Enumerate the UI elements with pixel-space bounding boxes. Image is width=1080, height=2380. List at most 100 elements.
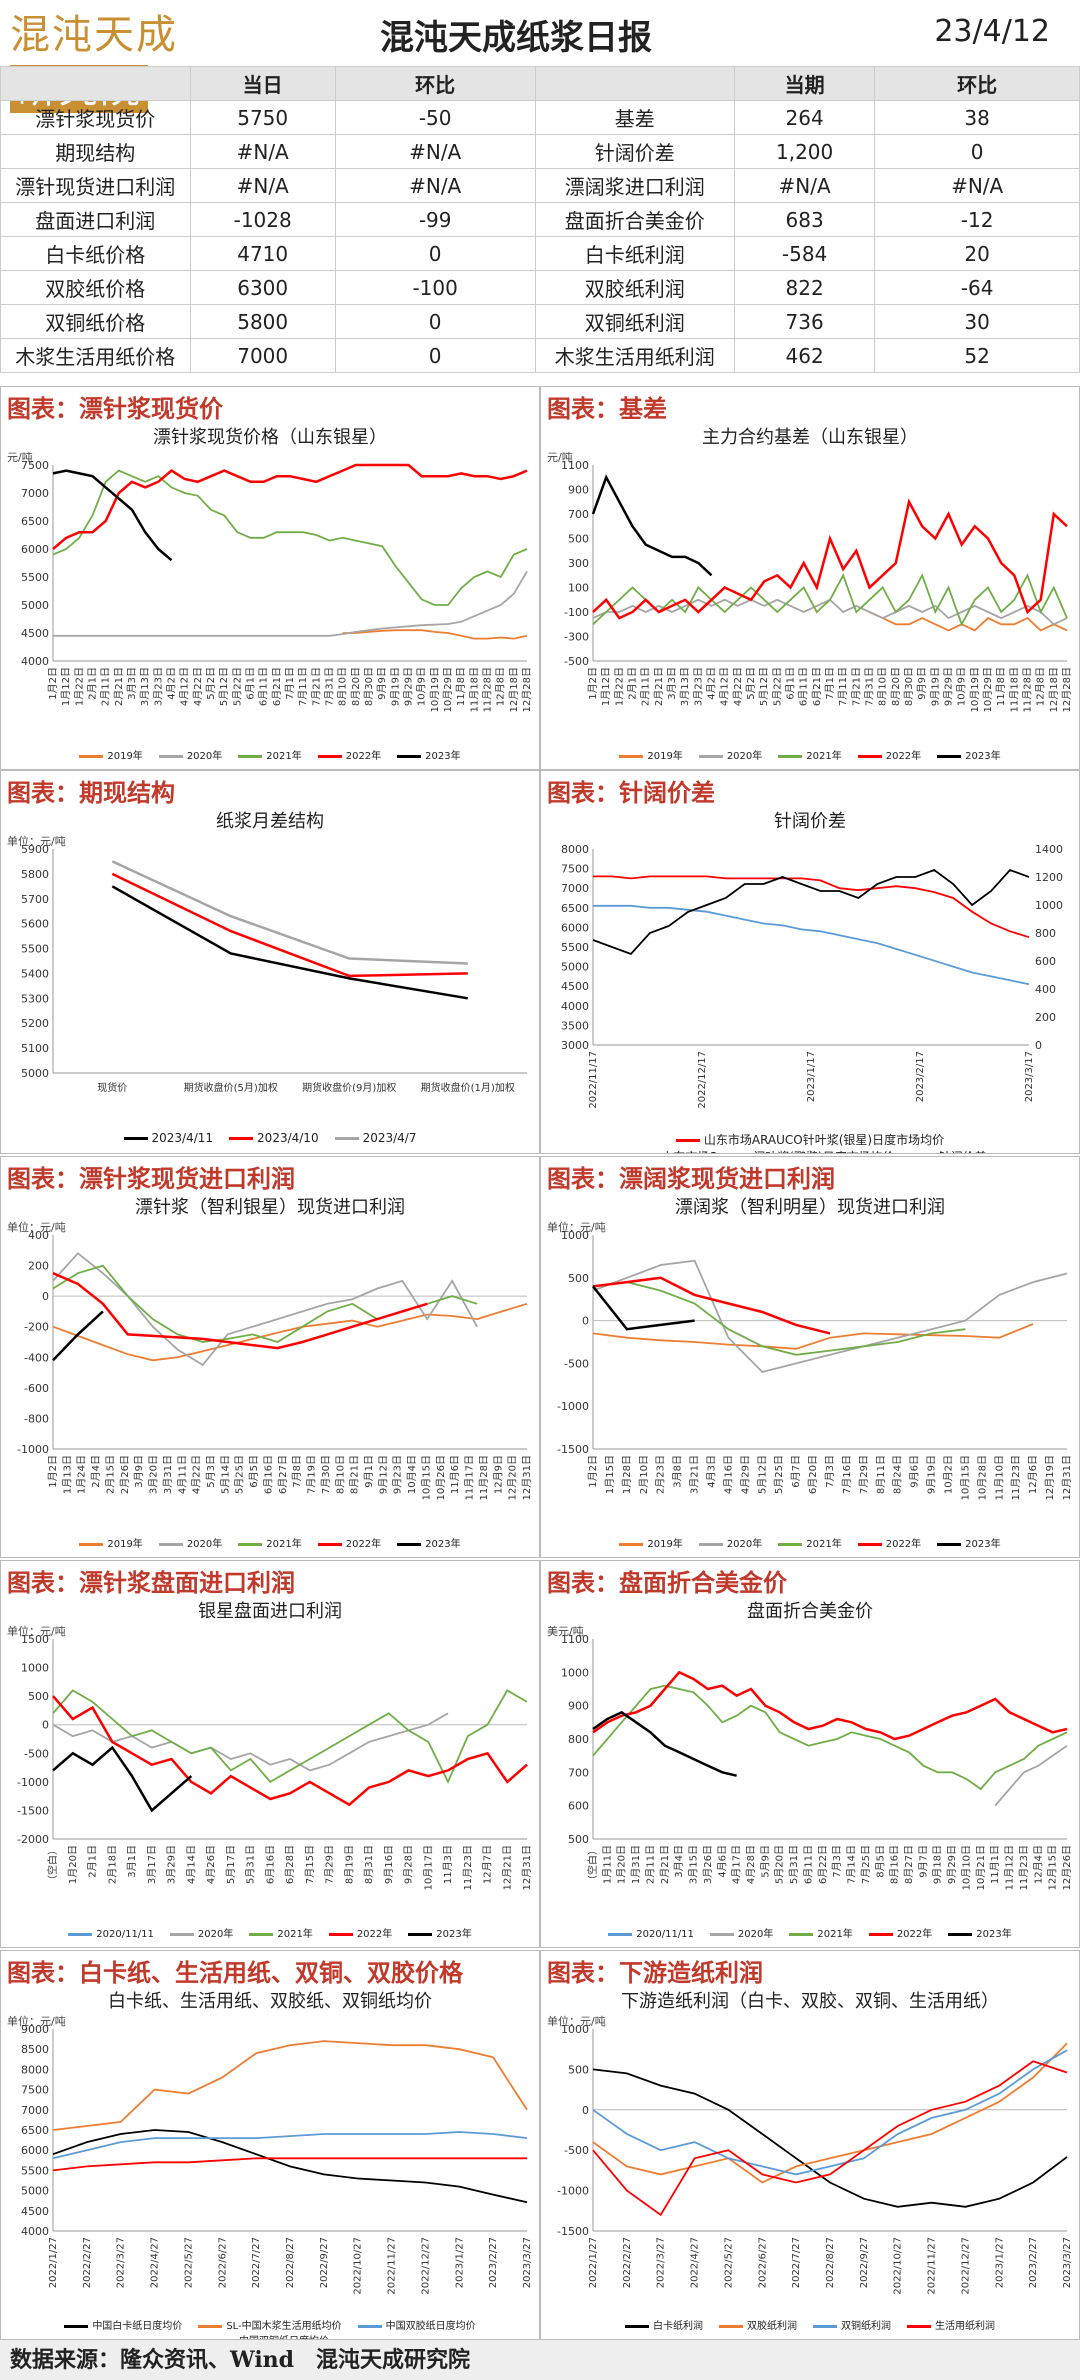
x-tick-label: 9月6日 [909, 1455, 921, 1488]
y-tick-label: -1000 [17, 1776, 49, 1789]
x-tick-label: 11月6日 [449, 1455, 461, 1494]
x-tick-label: 6月1日 [785, 667, 797, 700]
x-tick-label: 9月19日 [389, 667, 401, 706]
x-tick-label: 12月26日 [1061, 1845, 1073, 1890]
x-tick-label: 3月9日 [133, 1455, 145, 1488]
legend-swatch [123, 1137, 148, 1140]
x-tick-label: 10月9日 [416, 667, 428, 706]
y-tick-label: 6000 [561, 921, 589, 934]
x-tick-label: 9月9日 [376, 667, 388, 700]
series-line-5 [592, 1710, 737, 1777]
legend-item: 2020年 [698, 747, 762, 762]
x-tick-label: 7月1日 [824, 667, 836, 700]
legend-swatch [778, 1542, 803, 1546]
series-line-1 [52, 1302, 528, 1362]
x-tick-label: 8月10日 [877, 667, 889, 706]
unit-label: 单位：元/吨 [7, 1221, 66, 1234]
legend-item: 针阔价差 [911, 1148, 987, 1153]
x-tick-label: 11月23日 [462, 1845, 474, 1890]
chart-title: 下游造纸利润（白卡、双胶、双铜、生活用纸） [621, 1991, 999, 2012]
chart-legend: 2019年 2020年 2021年 2022年 2023年 [541, 1535, 1079, 1550]
x-tick-label: 4月28日 [745, 1845, 757, 1884]
chart-panel-9: 图表：白卡纸、生活用纸、双铜、双胶价格 白卡纸、生活用纸、双胶纸、双铜纸均价 单位：… [0, 1950, 540, 2340]
series-line-1 [593, 875, 1030, 939]
x-tick-label: 1月22日 [73, 667, 85, 706]
x-tick-label: 3月31日 [162, 1455, 174, 1494]
series-line-4 [592, 1276, 831, 1335]
summary-label: 漂阔浆进口利润 [534, 168, 735, 203]
legend-item: 2022年 [857, 1535, 921, 1550]
summary-value: 38 [874, 100, 1080, 135]
x-tick-label: 9月28日 [403, 1845, 415, 1884]
legend-swatch [948, 1932, 973, 1936]
series-line-5 [591, 474, 713, 577]
legend-item: 2023年 [397, 1535, 461, 1550]
series-line-3 [592, 1684, 1068, 1791]
y-tick-label: 1500 [21, 1633, 49, 1646]
x-tick-label: 2022/7/27 [251, 2237, 262, 2288]
y-tick-label: 6500 [21, 2124, 49, 2137]
x-tick-label: 4月3日 [706, 1455, 718, 1488]
chart-title: 漂阔浆（智利明星）现货进口利润 [675, 1197, 945, 1218]
x-tick-label: 1月12日 [60, 667, 72, 706]
x-tick-label: 4月11日 [176, 1455, 188, 1494]
panel-label: 图表：漂阔浆现货进口利润 [547, 1164, 835, 1193]
x-tick-label: 期货收盘价(1月)加权 [421, 1081, 515, 1094]
chart-svg: 4000 4500 5000 5500 6000 6500 7000 7500 8000 8500… [21, 2023, 533, 2295]
summary-value: 0 [334, 236, 536, 271]
y-tick-label: 5500 [561, 941, 589, 954]
series-line-2 [52, 1712, 449, 1772]
legend-item: 2019年 [619, 1535, 683, 1550]
summary-value: 7000 [189, 338, 336, 373]
legend-swatch [334, 1137, 359, 1140]
legend-swatch [857, 754, 882, 758]
x-tick-label: 6月11日 [258, 667, 270, 706]
x-tick-label: 10月15日 [959, 1455, 971, 1500]
x-tick-label: 5月22日 [771, 667, 783, 706]
x-tick-label: 2022/4/27 [150, 2237, 161, 2288]
x-tick-label: 2月23日 [655, 1455, 667, 1494]
x-tick-label: 5月2日 [205, 667, 217, 700]
summary-value: 0 [334, 338, 536, 373]
x-tick-label: 5月12日 [756, 1455, 768, 1494]
legend-swatch [328, 1932, 353, 1936]
x-tick-label: 8月10日 [334, 1455, 346, 1494]
brand-logo: 混沌天成研究院 [10, 8, 300, 113]
y-tick-label: 4500 [561, 980, 589, 993]
x-tick-label: 12月31日 [521, 1845, 533, 1890]
x-tick-label: 9月1日 [363, 1455, 375, 1488]
x-tick-label: 7月31日 [324, 667, 336, 706]
legend-item: 2019年 [79, 747, 143, 762]
chart-svg: -1500 -1000 -500 0 500 1000 1月2日 1月15日 1月28日 2月10… [557, 1229, 1073, 1500]
summary-label: 漂针现货进口利润 [0, 168, 191, 203]
x-tick-label: 4月22日 [191, 1455, 203, 1494]
x-tick-label: 12月28日 [1061, 667, 1073, 712]
y-tick-label: 1000 [561, 2023, 589, 2036]
x-tick-label: 11月10日 [993, 1455, 1005, 1500]
x-tick-label: 9月12日 [377, 1455, 389, 1494]
x-tick-label: 1月22日 [613, 667, 625, 706]
y-tick-label: 9000 [21, 2023, 49, 2036]
panel-label: 图表：下游造纸利润 [547, 1958, 763, 1987]
legend-item: 2023/4/11 [123, 1131, 213, 1145]
chart-svg: 500 600 700 800 900 1000 1100 （空白） 1月11日 1月20日 1月3… [561, 1633, 1073, 1890]
x-tick-label: 1月31日 [630, 1845, 642, 1884]
legend-swatch [709, 1932, 734, 1936]
legend-swatch [238, 754, 263, 758]
x-tick-label: 2月15日 [104, 1455, 116, 1494]
x-tick-label: 6月27日 [277, 1455, 289, 1494]
summary-value: -1028 [189, 202, 336, 237]
x-tick-label: 3月21日 [689, 1455, 701, 1494]
legend-item: 中国双铜纸日度均价 [211, 2332, 329, 2339]
x-tick-label: 10月2日 [943, 1455, 955, 1494]
summary-row: 双胶纸价格 6300 -100 双胶纸利润 822 -64 [0, 270, 1080, 305]
y2-tick-label: 400 [1035, 983, 1056, 996]
series-line-3 [52, 1264, 478, 1343]
x-tick-label: 12月18日 [508, 667, 520, 712]
summary-value: -64 [874, 270, 1080, 305]
y-tick-label: 5200 [21, 1017, 49, 1030]
y-tick-label: 7000 [21, 2104, 49, 2117]
y2-tick-label: 1200 [1035, 871, 1063, 884]
y-tick-label: -1500 [557, 1443, 589, 1456]
legend-swatch [698, 1542, 723, 1546]
